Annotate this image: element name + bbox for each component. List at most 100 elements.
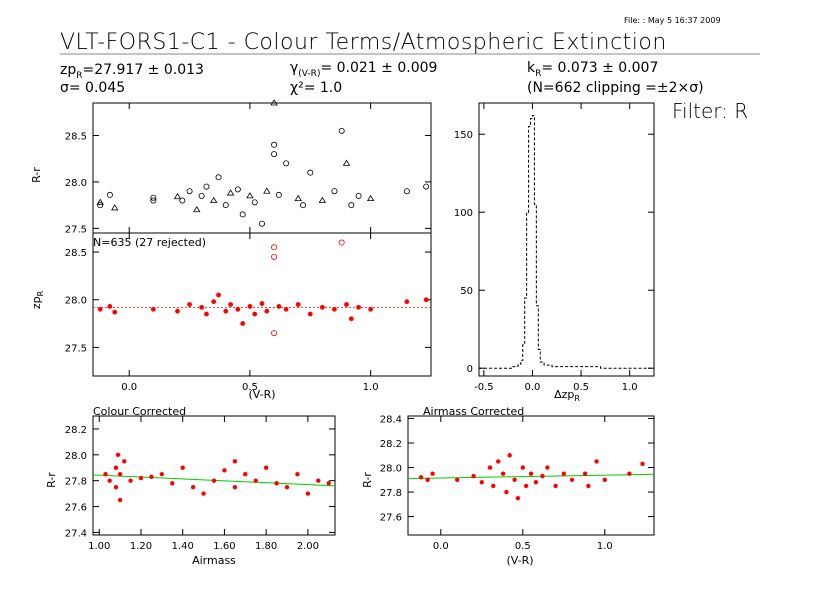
panel4-ytick-label: 28.4: [380, 414, 402, 425]
panel1-point: [150, 306, 156, 312]
panel0-point: [96, 198, 104, 205]
panel1-point: [216, 292, 221, 298]
panel0-point: [403, 188, 410, 195]
panel1-point: [252, 311, 258, 317]
panel3-frame: [92, 415, 336, 536]
panel2-ytick-label: 100: [454, 208, 473, 219]
panel2-xtick-label: 0.0: [525, 382, 541, 393]
panel0-point: [150, 194, 157, 201]
panel4-point: [418, 475, 424, 480]
panel0-point: [239, 211, 246, 218]
panel3-point: [284, 484, 290, 490]
clip-text: (N=662 clipping =±2×σ): [527, 80, 704, 96]
panel3-point: [274, 481, 279, 486]
panel3-point: [138, 475, 144, 481]
panel4-point: [512, 477, 517, 482]
panel4-fit-line: [407, 473, 655, 480]
panel4-point: [582, 471, 588, 476]
panel4-title: Airmass Corrected: [423, 405, 524, 418]
residual-histogram-panel: 0 50 100 150 -0.5 0.0 0.5 1.0: [454, 102, 655, 393]
panel0-point: [215, 174, 222, 181]
panel3-point: [128, 478, 133, 483]
panel4-xlabel: (V-R): [506, 554, 533, 567]
airmass-corrected-panel: 27.6 27.8 28.0 28.2 28.4 0.0 0.5 1.0: [380, 414, 655, 552]
panel3-point: [107, 478, 112, 483]
panel3-point: [243, 472, 248, 477]
panel3-xtick-label: 1.80: [255, 541, 277, 552]
panel4-point: [491, 483, 496, 489]
panel4-point: [640, 461, 645, 467]
panel4-point: [507, 453, 512, 458]
panel4-point: [586, 483, 591, 489]
panel1-point: [199, 304, 205, 310]
panel3-point: [232, 459, 238, 464]
panel3-ylabel: R-r: [45, 472, 58, 488]
panel1-point: [228, 302, 234, 307]
panel3-point: [295, 472, 300, 477]
panel3-point: [316, 478, 321, 483]
panel4-point: [496, 459, 501, 464]
panel4-point: [602, 477, 607, 482]
panel1-point: [211, 299, 217, 305]
panel2-xtick-label: 1.0: [622, 382, 638, 393]
panel0-point: [348, 202, 355, 209]
panel4-point: [553, 483, 558, 489]
panel0-point: [342, 159, 351, 166]
panel3-title: Colour Corrected: [93, 405, 186, 418]
panel1-point: [271, 253, 278, 260]
panel4-xtick-label: 0.5: [515, 541, 531, 552]
panel1-frame: [92, 232, 432, 377]
panel1-point: [307, 311, 313, 317]
panel3-point: [149, 474, 154, 479]
panel0-point: [234, 186, 241, 193]
panel4-point: [479, 480, 484, 485]
panel2-ytick-label: 50: [460, 286, 473, 297]
panel0-point: [210, 196, 218, 203]
panel4-point: [455, 477, 460, 482]
panel1-ylabel: zpR: [30, 290, 45, 309]
panel0-point: [186, 188, 193, 195]
panel1-ytick-label: 28.0: [65, 296, 87, 307]
panel1-xtick-label: 0.5: [242, 382, 258, 393]
panel0-frame: [92, 102, 432, 234]
panel4-ytick-label: 28.2: [380, 439, 402, 450]
panel4-ytick-label: 27.6: [380, 513, 402, 524]
panel0-point: [150, 197, 157, 204]
panel3-point: [232, 484, 238, 490]
panel3-point: [117, 497, 123, 503]
panel0-ytick-label: 27.5: [65, 224, 87, 235]
panel4-point: [515, 495, 521, 501]
panel4-xtick-label: 0.0: [433, 541, 449, 552]
panel3-point: [190, 484, 196, 490]
panel4-point: [545, 465, 550, 470]
panel1-point: [240, 321, 246, 326]
panel2-ytick-label: 150: [454, 130, 473, 141]
panel0-point: [263, 187, 271, 194]
panel1-point: [356, 304, 361, 310]
panel0-point: [198, 192, 205, 199]
panel1-ytick-label: 28.5: [65, 248, 87, 259]
panel1-point: [295, 302, 301, 307]
panel4-point: [533, 480, 539, 485]
panel3-point: [305, 491, 311, 496]
panel0-point: [271, 141, 278, 148]
panel1-point: [264, 308, 270, 314]
panel3-ytick-label: 27.8: [65, 477, 87, 488]
panel1-point: [107, 304, 113, 309]
panel3-xtick-label: 1.40: [172, 541, 194, 552]
panel3-ytick-label: 27.6: [65, 503, 87, 514]
panel0-point: [173, 193, 182, 200]
chi-text: χ²= 1.0: [290, 80, 342, 96]
gamma-line: γ(V-R)= 0.021 ± 0.009: [290, 60, 437, 79]
panel3-xlabel: Airmass: [192, 554, 236, 567]
panel1-point: [235, 306, 241, 312]
panel3-point: [326, 481, 331, 486]
panel1-point: [271, 244, 278, 251]
panel3-ytick-label: 28.2: [65, 425, 87, 436]
panel4-point: [540, 473, 545, 479]
panel4-point: [627, 471, 632, 476]
panel3-point: [201, 491, 206, 496]
panel2-ytick-label: 0: [467, 364, 473, 375]
panel3-point: [113, 465, 119, 470]
panel3-point: [180, 465, 185, 470]
